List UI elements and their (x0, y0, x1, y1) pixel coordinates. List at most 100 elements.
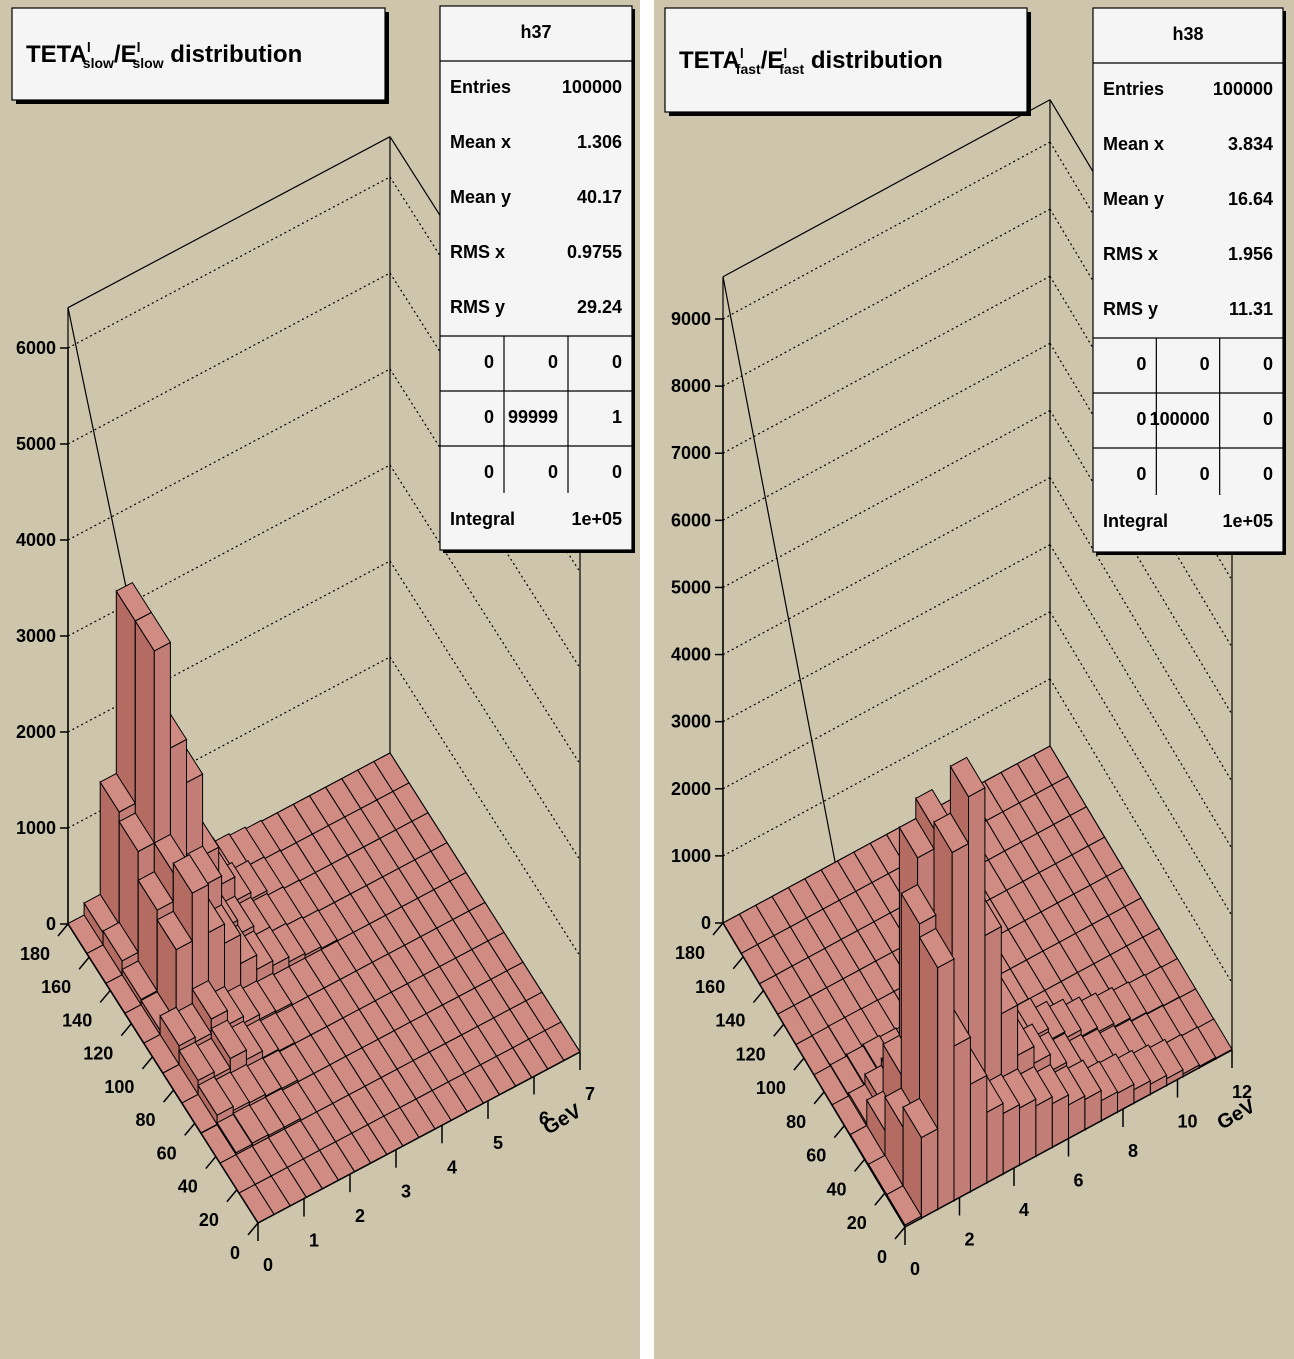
gridline-back (722, 678, 1051, 857)
bar-front-face (1035, 1096, 1053, 1158)
z-axis: 0 1000 2000 3000 4000 5000 6000 7000 8000 9000 (671, 309, 724, 933)
gridline-side (389, 656, 581, 957)
chart-title-sub2: slow (132, 55, 163, 71)
bar-top-face (933, 812, 970, 854)
stats-grid-cell: 0 (548, 462, 558, 482)
z-tick-label: 4000 (671, 645, 711, 665)
stats-value: 16.64 (1228, 189, 1273, 209)
y-tick-label: 140 (62, 1010, 92, 1030)
y-tick (773, 1023, 785, 1037)
bar-top-face (178, 1041, 215, 1082)
bar-top-face (197, 1076, 234, 1116)
y-tick (162, 1089, 175, 1103)
y-tick-label: 60 (806, 1146, 826, 1166)
z-tick-label: 5000 (671, 577, 711, 597)
gridline-side (1049, 611, 1233, 917)
x-axis-line (257, 1051, 581, 1224)
chart-title: TETAl slow/El slow distribution (26, 39, 302, 71)
y-tick-label: 40 (827, 1179, 847, 1199)
stats-label: Entries (450, 77, 511, 97)
stats-grid-cell: 0 (484, 462, 494, 482)
stats-name: h38 (1172, 24, 1203, 44)
x-tick-label: 2 (964, 1230, 974, 1250)
gridline-back (722, 208, 1051, 387)
title-box: TETAl slow/El slow distribution (11, 7, 389, 104)
stats-integral-label: Integral (450, 509, 515, 529)
chart-title-sup: l (87, 39, 91, 55)
gridline-side (389, 560, 581, 861)
bar-front-face (920, 1127, 939, 1220)
y-tick-label: 20 (847, 1213, 867, 1233)
z-axis: 0 1000 2000 3000 4000 5000 6000 (16, 338, 69, 934)
gridline-back (722, 409, 1051, 588)
y-tick-label: 0 (230, 1243, 240, 1263)
x-tick-label: 7 (585, 1084, 595, 1104)
bar-top-face (232, 1104, 270, 1144)
y-tick (99, 989, 111, 1003)
stats-integral-value: 1e+05 (571, 509, 622, 529)
stats-label: RMS y (1103, 299, 1158, 319)
bar-top-face (99, 772, 137, 813)
bar-top-face (137, 871, 175, 911)
stats-label: RMS x (450, 242, 505, 262)
stats-box-frame (439, 5, 633, 551)
z-tick-label: 1000 (16, 818, 56, 838)
y-tick (853, 1158, 866, 1172)
stats-label: Mean y (450, 187, 511, 207)
gridline-side (389, 368, 581, 669)
y-tick (833, 1125, 845, 1139)
y-tick (712, 922, 724, 936)
chart-title-sup: l (740, 45, 744, 61)
gridline-back (67, 368, 391, 541)
x-tick-label: 3 (401, 1182, 411, 1202)
y-tick-label: 0 (877, 1247, 887, 1267)
pad-right: 0100020003000400050006000700080009000024… (654, 0, 1294, 1359)
bar-top-face (900, 883, 937, 925)
z-tick-label: 2000 (16, 722, 56, 742)
pad-separator (640, 0, 654, 1359)
chart-title-sub2: fast (779, 61, 804, 77)
y-tick-label: 40 (178, 1177, 198, 1197)
stats-label: RMS x (1103, 244, 1158, 264)
x-tick-label: 0 (263, 1255, 273, 1275)
y-tick (732, 956, 744, 970)
x-tick-label: 1 (309, 1231, 319, 1251)
stats-integral-value: 1e+05 (1222, 511, 1273, 531)
stats-value: 29.24 (577, 297, 622, 317)
chart-title-sup2: l (783, 45, 787, 61)
z-tick-label: 5000 (16, 434, 56, 454)
stats-value: 100000 (562, 77, 622, 97)
x-tick-label: 6 (1073, 1171, 1083, 1191)
bar-top-face (898, 817, 935, 859)
y-tick-label: 140 (715, 1011, 745, 1031)
bar-front-face (953, 1036, 971, 1202)
chart-title-rest: distribution (164, 41, 303, 68)
x-tick-label: 8 (1128, 1141, 1138, 1161)
stats-value: 100000 (1213, 79, 1273, 99)
z-tick-label: 4000 (16, 530, 56, 550)
gridline-back (722, 477, 1051, 656)
gridline-side (1049, 477, 1233, 782)
y-axis-line (67, 923, 259, 1224)
stats-value: 1.306 (577, 132, 622, 152)
bar-top-face (918, 927, 955, 969)
y-tick-label: 180 (675, 943, 705, 963)
z-tick-label: 8000 (671, 376, 711, 396)
x-tick-label: 4 (447, 1157, 457, 1177)
stats-label: Mean y (1103, 189, 1164, 209)
x-tick-label: 2 (355, 1206, 365, 1226)
title-box-frame (664, 7, 1028, 113)
bar-front-face (986, 1102, 1004, 1184)
bar-top-face (159, 1006, 196, 1047)
chart-title-sub: slow (83, 55, 114, 71)
stats-grid-cell: 0 (484, 352, 494, 372)
y-tick-label: 120 (83, 1044, 113, 1064)
y-tick-label: 20 (199, 1210, 219, 1230)
z-tick-label: 1000 (671, 846, 711, 866)
stats-box: h38 Entries 100000 Mean x 3.834 Mean y 16.64 RM… (1092, 7, 1286, 555)
y-tick (57, 923, 69, 937)
y-tick (813, 1091, 825, 1105)
y-tick (78, 956, 90, 970)
gridline-back (722, 342, 1051, 521)
